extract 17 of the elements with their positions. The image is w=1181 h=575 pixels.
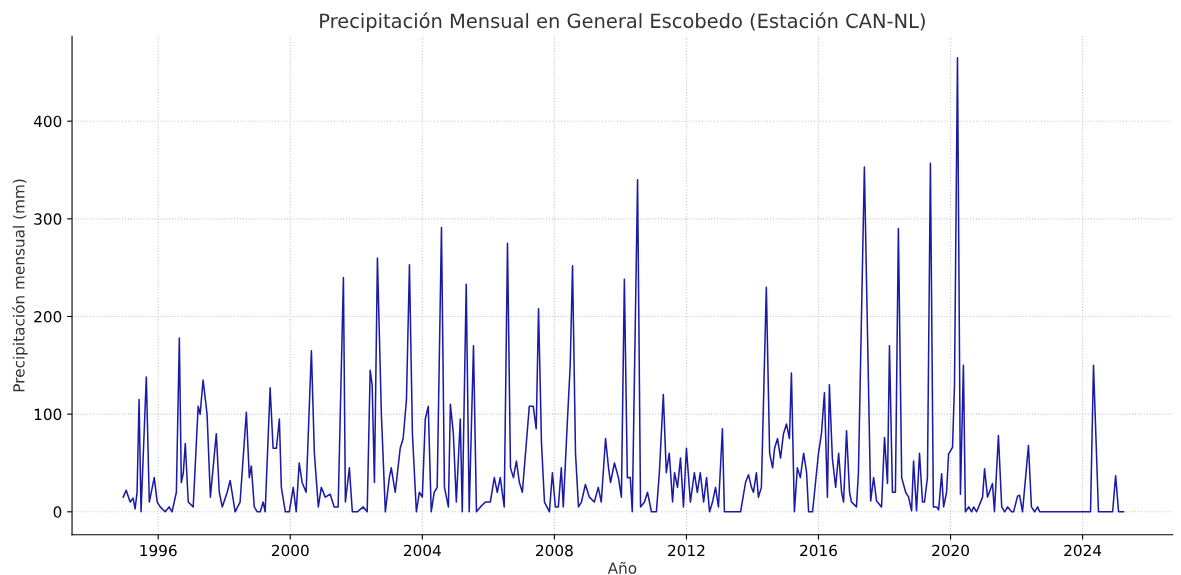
x-tick-label: 2016 (800, 544, 837, 557)
y-axis-title: Precipitación mensual (mm) (12, 179, 28, 392)
chart-title: Precipitación Mensual en General Escobedo (Estación CAN-NL) (320, 12, 925, 32)
x-tick-label: 2004 (404, 544, 441, 557)
x-axis-title: Año (607, 561, 637, 574)
y-tick-label: 400 (33, 115, 62, 128)
y-tick-label: 300 (34, 213, 62, 225)
x-tick-label: 2020 (932, 544, 969, 557)
x-tick-label: 2024 (1064, 544, 1102, 557)
x-tick-label: 2012 (668, 544, 705, 557)
y-tick-label: 100 (34, 408, 62, 421)
x-tick-label: 2000 (271, 544, 309, 557)
y-tick-label: 200 (34, 310, 62, 323)
x-tick-label: 1996 (140, 544, 177, 557)
line-series (122, 56, 1125, 513)
x-tick-label: 2008 (536, 544, 573, 557)
y-tick-label: 0 (53, 506, 62, 518)
